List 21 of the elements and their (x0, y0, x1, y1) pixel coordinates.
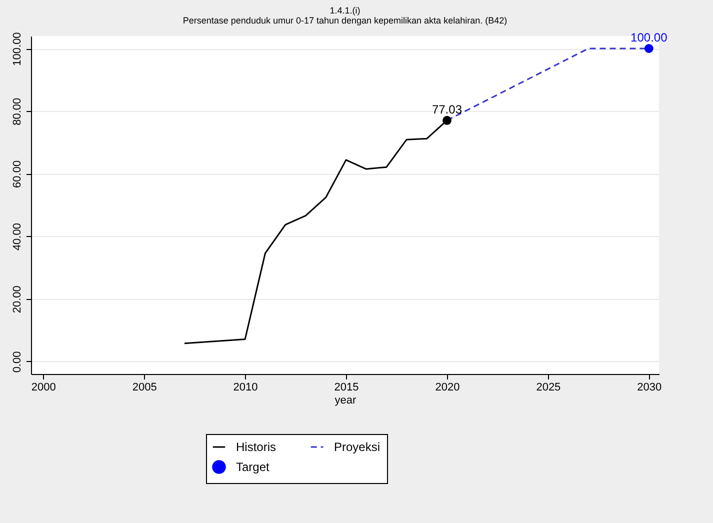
y-tick-label: 80.00 (12, 98, 24, 126)
data-label: 100.00 (630, 30, 668, 45)
data-label: 77.03 (432, 102, 462, 116)
y-tick-label: 100.00 (12, 32, 24, 66)
y-tick-label: 0.00 (12, 351, 24, 373)
x-axis-title: year (334, 394, 357, 406)
x-tick-label: 2030 (637, 382, 662, 394)
y-tick-label: 20.00 (12, 286, 24, 314)
legend-label: Proyeksi (334, 440, 380, 454)
chart-title: 1.4.1.(i) (330, 6, 360, 16)
x-tick-label: 2025 (536, 382, 561, 394)
x-tick-label: 2010 (233, 382, 258, 394)
y-tick-label: 40.00 (12, 223, 24, 251)
legend-label: Target (236, 460, 270, 474)
legend-label: Historis (236, 440, 276, 454)
x-tick-label: 2020 (435, 382, 460, 394)
chart-subtitle: Persentase penduduk umur 0-17 tahun dengan kepemilikan akta kelahiran. (B42) (182, 16, 508, 26)
x-tick-label: 2015 (334, 382, 359, 394)
x-tick-label: 2000 (31, 382, 56, 394)
x-tick-label: 2005 (132, 382, 157, 394)
y-tick-label: 60.00 (12, 160, 24, 188)
